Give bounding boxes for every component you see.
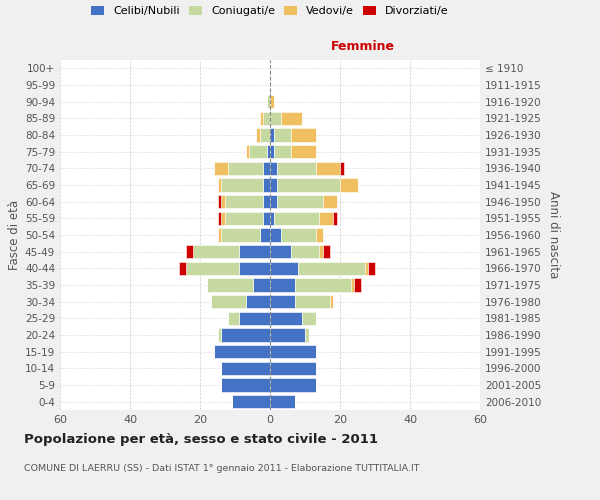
Bar bbox=[221, 195, 224, 208]
Bar bbox=[277, 162, 316, 175]
Bar bbox=[266, 95, 270, 108]
Bar bbox=[270, 195, 277, 208]
Bar bbox=[260, 228, 270, 241]
Bar bbox=[291, 128, 316, 141]
Bar bbox=[256, 128, 260, 141]
Bar bbox=[221, 362, 270, 375]
Bar bbox=[270, 245, 291, 258]
Bar bbox=[214, 162, 228, 175]
Bar bbox=[239, 245, 270, 258]
Bar bbox=[186, 262, 239, 275]
Text: COMUNE DI LAERRU (SS) - Dati ISTAT 1° gennaio 2011 - Elaborazione TUTTITALIA.IT: COMUNE DI LAERRU (SS) - Dati ISTAT 1° ge… bbox=[24, 464, 419, 473]
Bar bbox=[221, 212, 224, 225]
Bar bbox=[323, 245, 329, 258]
Bar bbox=[323, 195, 337, 208]
Bar bbox=[207, 278, 253, 291]
Bar bbox=[270, 228, 281, 241]
Bar bbox=[249, 145, 266, 158]
Bar bbox=[218, 328, 221, 342]
Bar bbox=[274, 212, 319, 225]
Bar bbox=[274, 145, 291, 158]
Bar bbox=[270, 345, 316, 358]
Bar bbox=[218, 228, 221, 241]
Legend: Celibi/Nubili, Coniugati/e, Vedovi/e, Divorziati/e: Celibi/Nubili, Coniugati/e, Vedovi/e, Di… bbox=[87, 1, 453, 20]
Bar bbox=[224, 195, 263, 208]
Bar bbox=[270, 278, 295, 291]
Bar bbox=[263, 195, 270, 208]
Bar bbox=[316, 228, 323, 241]
Bar bbox=[302, 312, 316, 325]
Bar bbox=[270, 95, 274, 108]
Bar bbox=[305, 328, 308, 342]
Bar bbox=[239, 312, 270, 325]
Bar bbox=[270, 328, 305, 342]
Bar bbox=[193, 245, 239, 258]
Bar bbox=[329, 295, 333, 308]
Bar bbox=[253, 278, 270, 291]
Bar bbox=[221, 178, 263, 192]
Bar bbox=[221, 228, 260, 241]
Bar bbox=[211, 295, 245, 308]
Bar bbox=[274, 128, 291, 141]
Bar bbox=[221, 328, 270, 342]
Bar bbox=[179, 262, 186, 275]
Bar bbox=[263, 178, 270, 192]
Bar bbox=[365, 262, 368, 275]
Bar bbox=[270, 178, 277, 192]
Bar bbox=[277, 178, 340, 192]
Bar bbox=[368, 262, 375, 275]
Bar bbox=[266, 145, 270, 158]
Bar bbox=[354, 278, 361, 291]
Bar bbox=[295, 278, 350, 291]
Text: Popolazione per età, sesso e stato civile - 2011: Popolazione per età, sesso e stato civil… bbox=[24, 432, 378, 446]
Bar bbox=[340, 178, 358, 192]
Bar bbox=[270, 395, 295, 408]
Bar bbox=[214, 345, 270, 358]
Bar bbox=[291, 245, 319, 258]
Bar bbox=[270, 362, 316, 375]
Bar bbox=[270, 378, 316, 392]
Bar bbox=[281, 112, 302, 125]
Bar bbox=[340, 162, 343, 175]
Bar bbox=[218, 212, 221, 225]
Bar bbox=[260, 128, 270, 141]
Bar bbox=[295, 295, 329, 308]
Bar bbox=[333, 212, 337, 225]
Bar bbox=[316, 162, 340, 175]
Bar bbox=[224, 212, 263, 225]
Bar bbox=[263, 162, 270, 175]
Bar bbox=[239, 262, 270, 275]
Bar bbox=[218, 195, 221, 208]
Bar bbox=[270, 128, 274, 141]
Bar bbox=[260, 112, 263, 125]
Bar bbox=[221, 378, 270, 392]
Bar bbox=[270, 312, 302, 325]
Bar bbox=[263, 112, 270, 125]
Bar bbox=[270, 295, 295, 308]
Bar bbox=[232, 395, 270, 408]
Bar bbox=[186, 245, 193, 258]
Bar bbox=[319, 245, 323, 258]
Bar bbox=[291, 145, 316, 158]
Y-axis label: Anni di nascita: Anni di nascita bbox=[547, 192, 560, 278]
Y-axis label: Fasce di età: Fasce di età bbox=[8, 200, 21, 270]
Bar bbox=[270, 262, 298, 275]
Bar bbox=[350, 278, 354, 291]
Bar bbox=[270, 162, 277, 175]
Bar bbox=[270, 212, 274, 225]
Bar bbox=[245, 145, 249, 158]
Bar bbox=[228, 312, 239, 325]
Text: Femmine: Femmine bbox=[331, 40, 394, 53]
Bar bbox=[270, 112, 281, 125]
Bar bbox=[319, 212, 333, 225]
Bar bbox=[270, 145, 274, 158]
Bar bbox=[245, 295, 270, 308]
Bar bbox=[228, 162, 263, 175]
Bar bbox=[218, 178, 221, 192]
Bar bbox=[263, 212, 270, 225]
Bar bbox=[281, 228, 316, 241]
Bar bbox=[277, 195, 323, 208]
Bar bbox=[298, 262, 365, 275]
